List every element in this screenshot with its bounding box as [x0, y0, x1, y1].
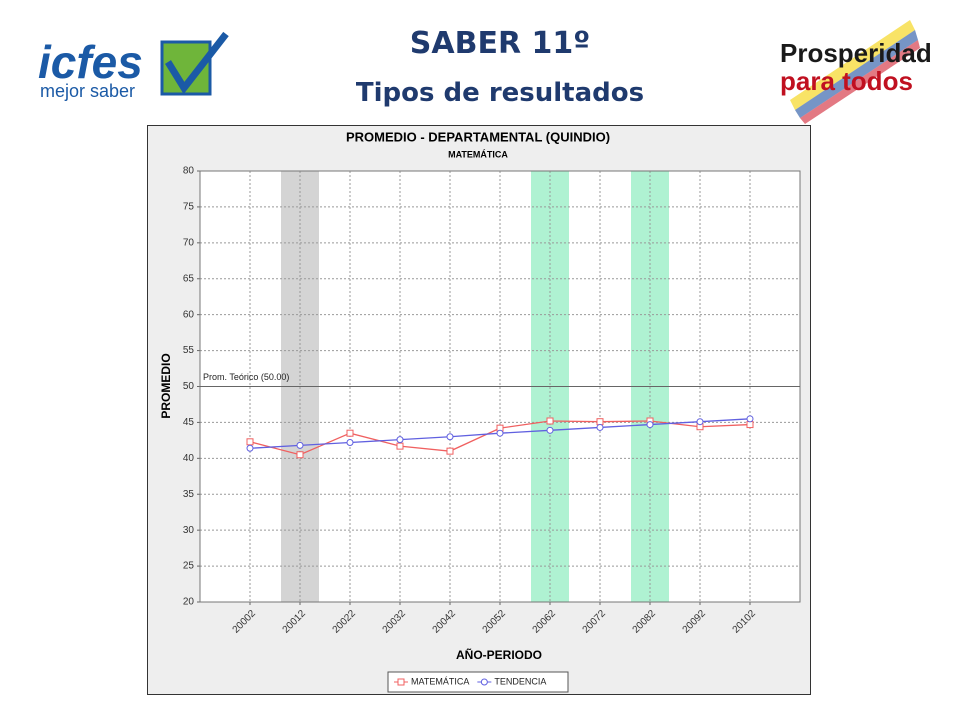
y-tick-label: 35: [183, 489, 195, 500]
logos: icfes mejor saber Prosperidad para todos: [38, 20, 932, 124]
point: [296, 451, 304, 459]
logo-check: [165, 31, 229, 95]
y-tick-label: 45: [183, 417, 195, 428]
logo-brand: icfes: [38, 36, 143, 88]
point: [296, 441, 304, 449]
legend-marker: [397, 678, 405, 686]
point: [446, 447, 454, 455]
y-tick-label: 80: [183, 166, 195, 177]
y-tick-label: 50: [183, 381, 195, 392]
point: [496, 429, 504, 437]
flag-red: [800, 40, 920, 124]
slide-title: SABER 11º: [409, 26, 591, 61]
logo-line1: Prosperidad: [780, 38, 932, 68]
point: [596, 423, 604, 431]
point: [546, 426, 554, 434]
y-tick-label: 20: [183, 597, 195, 608]
point: [746, 421, 754, 429]
point: [246, 444, 254, 452]
y-tick-label: 65: [183, 273, 195, 284]
point: [246, 438, 254, 446]
point: [396, 442, 404, 450]
flag-yellow: [790, 20, 915, 110]
legend: MATEMÁTICA TENDENCIA: [387, 671, 569, 693]
y-tick-label: 30: [183, 525, 195, 536]
point: [346, 439, 354, 447]
legend-label: MATEMÁTICA: [411, 676, 469, 686]
y-tick-label: 25: [183, 561, 195, 572]
point: [696, 418, 704, 426]
point: [646, 421, 654, 429]
point: [546, 417, 554, 425]
point: [446, 433, 454, 441]
y-tick-label: 40: [183, 453, 195, 464]
y-tick-label: 75: [183, 202, 195, 213]
legend-label: TENDENCIA: [494, 676, 546, 686]
point: [346, 429, 354, 437]
legend-marker: [480, 678, 488, 686]
x-axis-label: AÑO-PERIODO: [456, 647, 542, 662]
logo-line2: para todos: [780, 66, 913, 96]
y-tick-label: 55: [183, 345, 195, 356]
reference-label: Prom. Teórico (50.00): [203, 372, 289, 382]
chart-title: PROMEDIO - DEPARTAMENTAL (QUINDIO): [346, 129, 610, 144]
flag-blue: [795, 30, 918, 118]
y-axis-label: PROMEDIO: [159, 353, 173, 418]
y-tick-label: 70: [183, 237, 195, 248]
chart: PROMEDIO - DEPARTAMENTAL (QUINDIO) MATEM…: [147, 125, 811, 695]
point: [746, 415, 754, 423]
point: [396, 436, 404, 444]
slide-subtitle: Tipos de resultados: [355, 78, 645, 108]
chart-subtitle: MATEMÁTICA: [448, 149, 508, 159]
logo-tagline: mejor saber: [40, 81, 135, 101]
y-tick-label: 60: [183, 309, 195, 320]
point: [596, 418, 604, 426]
